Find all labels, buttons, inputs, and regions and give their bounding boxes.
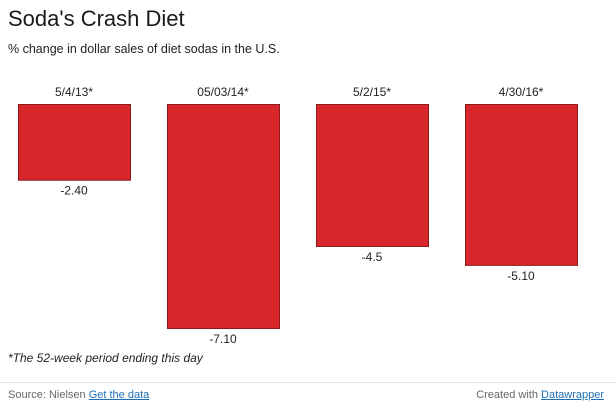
bar — [465, 104, 578, 266]
bar — [18, 104, 131, 181]
source-line: Source: Nielsen Get the data — [8, 389, 149, 401]
footnote: *The 52-week period ending this day — [8, 351, 203, 365]
get-the-data-link[interactable]: Get the data — [88, 389, 150, 401]
bar — [167, 104, 280, 329]
created-with-label: Created with — [476, 389, 538, 401]
datawrapper-link[interactable]: Datawrapper — [541, 389, 604, 401]
value-label: -2.40 — [60, 184, 88, 198]
value-label: -5.10 — [507, 269, 535, 283]
source-label: Source: Nielsen — [8, 389, 86, 401]
credit-line: Created with Datawrapper — [476, 389, 604, 401]
bar — [316, 104, 429, 247]
chart-title: Soda's Crash Diet — [8, 6, 185, 31]
value-label: -4.5 — [362, 250, 383, 264]
value-label: -7.10 — [209, 332, 237, 345]
category-label: 05/03/14* — [197, 85, 249, 99]
category-label: 5/2/15* — [353, 85, 391, 99]
chart-subtitle: % change in dollar sales of diet sodas i… — [8, 42, 280, 56]
category-label: 4/30/16* — [499, 85, 544, 99]
footer: Source: Nielsen Get the data Created wit… — [0, 382, 616, 418]
category-label: 5/4/13* — [55, 85, 93, 99]
bar-chart: 5/4/13* -2.40 05/03/14* -7.10 5/2/15* -4.5 4/3… — [18, 85, 578, 345]
